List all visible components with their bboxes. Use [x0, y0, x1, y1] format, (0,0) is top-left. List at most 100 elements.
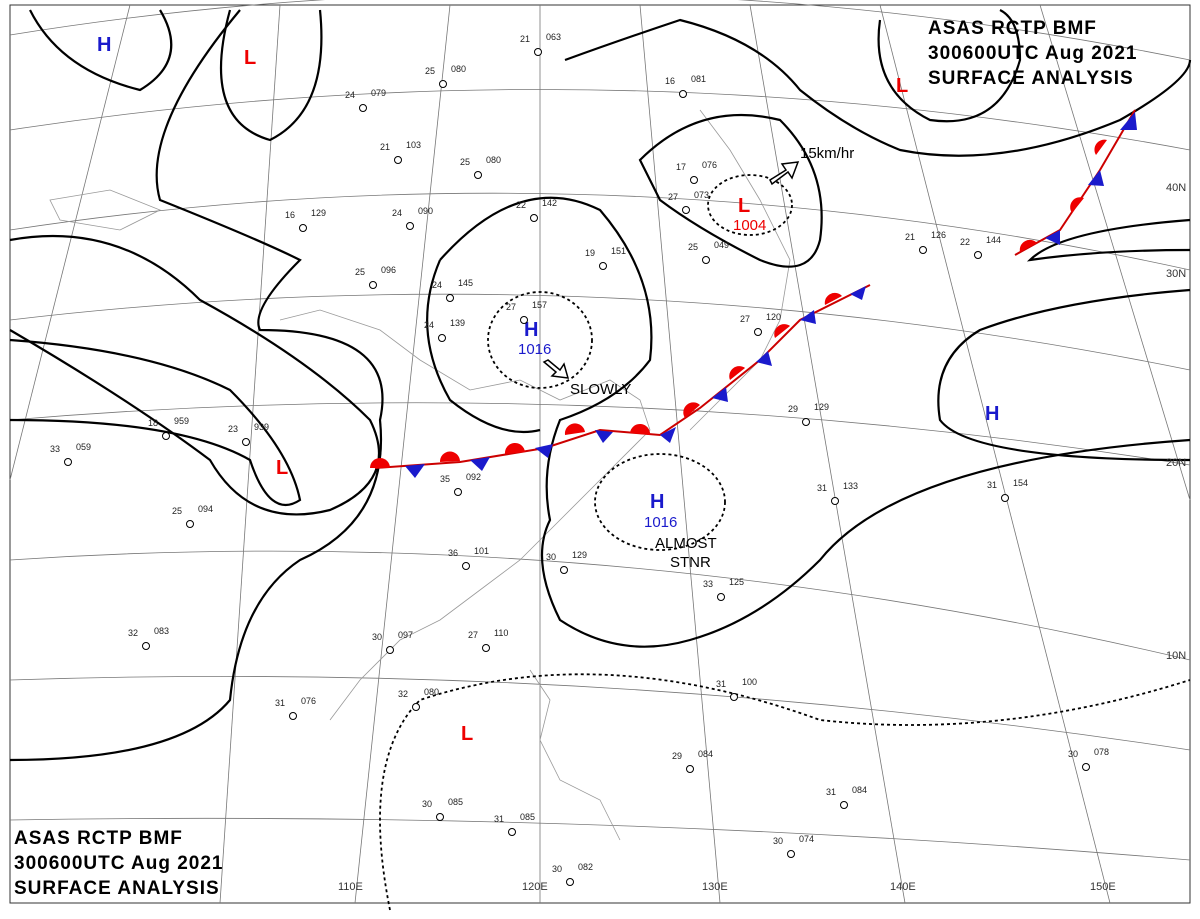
station-temp: 31 [275, 698, 285, 708]
station-temp: 30 [552, 864, 562, 874]
station-pressure: 074 [799, 834, 814, 844]
station-temp: 22 [960, 237, 970, 247]
station-temp: 35 [440, 474, 450, 484]
high-center: H [650, 491, 664, 513]
station-temp: 31 [987, 480, 997, 490]
station-marker [64, 458, 72, 466]
high-center: H [985, 403, 999, 425]
station-temp: 16 [285, 210, 295, 220]
station-pressure: 085 [448, 797, 463, 807]
station-pressure: 079 [371, 88, 386, 98]
station-marker [462, 562, 470, 570]
station-marker [1001, 494, 1009, 502]
lon-label: 120E [522, 881, 548, 893]
station-temp: 25 [355, 267, 365, 277]
station-temp: 32 [398, 689, 408, 699]
station-marker [406, 222, 414, 230]
station-temp: 24 [432, 280, 442, 290]
lon-label: 140E [890, 881, 916, 893]
station-temp: 25 [688, 242, 698, 252]
pressure-systems: H L L L 1004 H 1016 H 1016 H L L [97, 34, 999, 745]
station-pressure: 125 [729, 577, 744, 587]
grid-labels: 40N 30N 20N 10N 110E 120E 130E 140E 150E [338, 182, 1186, 893]
station-temp: 33 [703, 579, 713, 589]
station-marker [386, 646, 394, 654]
station-pressure: 142 [542, 198, 557, 208]
station-marker [1082, 763, 1090, 771]
station-plots: 21 063 25 080 24 079 21 103 25 080 16 081 17 076 27 073… [50, 32, 1109, 886]
station-marker [289, 712, 297, 720]
station-pressure: 129 [572, 550, 587, 560]
station-marker [566, 878, 574, 886]
station-pressure: 049 [714, 240, 729, 250]
station-marker [299, 224, 307, 232]
station-pressure: 094 [198, 504, 213, 514]
station-temp: 29 [672, 751, 682, 761]
station-pressure: 090 [418, 206, 433, 216]
low-center: L [276, 457, 288, 479]
station-pressure: 110 [494, 628, 508, 638]
station-pressure: 083 [154, 626, 169, 636]
station-marker [730, 693, 738, 701]
station-pressure: 126 [931, 230, 946, 240]
station-temp: 16 [665, 76, 675, 86]
low-center: L [896, 75, 908, 97]
station-temp: 27 [740, 314, 750, 324]
low-pressure: 1004 [733, 217, 766, 234]
station-temp: 27 [468, 630, 478, 640]
station-temp: 30 [546, 552, 556, 562]
high-center: H [524, 319, 538, 341]
station-temp: 24 [424, 320, 434, 330]
station-temp: 32 [128, 628, 138, 638]
high-center: H [97, 34, 111, 56]
station-marker [599, 262, 607, 270]
station-pressure: 085 [520, 812, 535, 822]
station-temp: 24 [392, 208, 402, 218]
isobars [9, 9, 1192, 762]
lon-label: 110E [338, 881, 363, 893]
station-pressure: 059 [76, 442, 91, 452]
station-marker [242, 438, 250, 446]
station-pressure: 959 [174, 416, 189, 426]
station-marker [974, 251, 982, 259]
station-temp: 27 [506, 302, 516, 312]
station-pressure: 081 [691, 74, 706, 84]
footer-line: SURFACE ANALYSIS [14, 878, 220, 899]
annotation: 15km/hr [800, 145, 854, 162]
station-temp: 31 [817, 483, 827, 493]
station-marker [474, 171, 482, 179]
header-line: SURFACE ANALYSIS [928, 68, 1134, 89]
station-marker [919, 246, 927, 254]
station-temp: 30 [422, 799, 432, 809]
front [370, 109, 1137, 478]
station-pressure: 076 [702, 160, 717, 170]
station-pressure: 133 [843, 481, 858, 491]
station-pressure: 080 [424, 687, 439, 697]
annotation: STNR [670, 554, 711, 571]
low-center: L [738, 195, 750, 217]
station-marker [446, 294, 454, 302]
station-marker [840, 801, 848, 809]
station-marker [560, 566, 568, 574]
station-temp: 31 [494, 814, 504, 824]
low-center: L [244, 47, 256, 69]
lon-label: 150E [1090, 881, 1116, 893]
station-pressure: 154 [1013, 478, 1028, 488]
station-marker [690, 176, 698, 184]
station-temp: 18 [148, 418, 158, 428]
station-temp: 29 [788, 404, 798, 414]
station-marker [679, 90, 687, 98]
station-marker [754, 328, 762, 336]
station-marker [787, 850, 795, 858]
station-marker [702, 256, 710, 264]
annotation: ALMOST [655, 535, 717, 552]
station-pressure: 080 [451, 64, 466, 74]
station-marker [508, 828, 516, 836]
station-marker [142, 642, 150, 650]
lon-label: 130E [702, 881, 728, 893]
station-pressure: 103 [406, 140, 421, 150]
station-pressure: 151 [611, 246, 626, 256]
station-marker [162, 432, 170, 440]
station-pressure: 092 [466, 472, 481, 482]
station-pressure: 100 [742, 677, 757, 687]
